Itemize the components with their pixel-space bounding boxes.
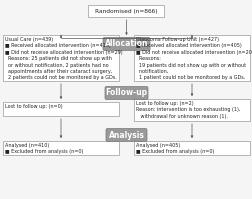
Text: Analysis: Analysis	[108, 131, 144, 139]
Text: Glaucoma Follow-up Unit (n=427)
■ Received allocated intervention (n=405)
■ Did : Glaucoma Follow-up Unit (n=427) ■ Receiv…	[136, 37, 252, 80]
Text: Lost to follow up: (n=0): Lost to follow up: (n=0)	[5, 104, 62, 109]
Text: Analysed (n=410)
■ Excluded from analysis (n=0): Analysed (n=410) ■ Excluded from analysi…	[5, 143, 83, 154]
Text: Analysed (n=405)
■ Excluded from analysis (n=0): Analysed (n=405) ■ Excluded from analysi…	[136, 143, 213, 154]
Text: Lost to follow up: (n=2)
Reason: intervention is too exhausting (1),
   withdraw: Lost to follow up: (n=2) Reason: interve…	[136, 101, 239, 119]
FancyBboxPatch shape	[134, 35, 249, 81]
FancyBboxPatch shape	[88, 5, 164, 17]
Text: Randomised (n=866): Randomised (n=866)	[95, 9, 157, 14]
FancyBboxPatch shape	[103, 37, 149, 51]
Text: Follow-up: Follow-up	[105, 89, 147, 98]
FancyBboxPatch shape	[3, 102, 118, 116]
FancyBboxPatch shape	[105, 87, 147, 100]
Text: Usual Care (n=439)
■ Received allocated intervention (n=410)
■ Did not receive a: Usual Care (n=439) ■ Received allocated …	[5, 37, 122, 80]
FancyBboxPatch shape	[134, 141, 249, 155]
FancyBboxPatch shape	[3, 35, 118, 81]
FancyBboxPatch shape	[3, 141, 118, 155]
Text: Allocation: Allocation	[104, 39, 148, 49]
FancyBboxPatch shape	[134, 99, 249, 121]
FancyBboxPatch shape	[106, 129, 146, 141]
